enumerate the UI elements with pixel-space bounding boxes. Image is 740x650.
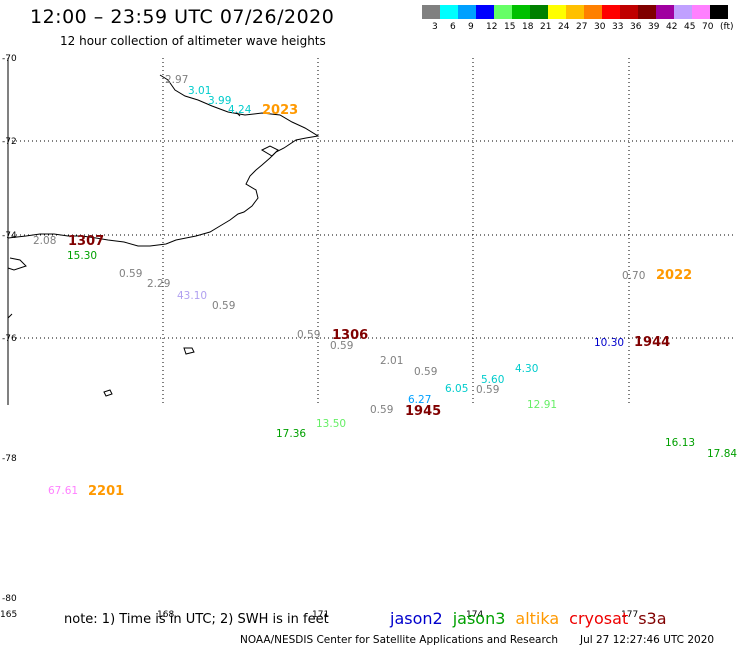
satellite-legend-jason3: jason3 — [452, 609, 506, 628]
scale-label: 18 — [522, 22, 534, 32]
satellite-legend-s3a: s3a — [638, 609, 667, 628]
wave-height-value: 6.27 — [408, 394, 431, 406]
scale-swatch — [674, 5, 692, 19]
latitude-label: -78 — [2, 454, 17, 464]
scale-label: 21 — [540, 22, 552, 32]
latitude-label: -74 — [2, 231, 17, 241]
latitude-label: -76 — [2, 334, 17, 344]
units-note: note: 1) Time is in UTC; 2) SWH is in fe… — [64, 612, 329, 627]
scale-swatch — [476, 5, 494, 19]
map-gridlines — [8, 58, 735, 405]
wave-height-value: 10.30 — [594, 337, 624, 349]
scale-swatch — [548, 5, 566, 19]
wave-height-value: 16.13 — [665, 437, 695, 449]
wave-height-value: 0.59 — [297, 329, 320, 341]
wave-height-value: 12.91 — [527, 399, 557, 411]
wave-height-color-scale — [422, 5, 728, 19]
wave-height-value: 0.59 — [330, 340, 353, 352]
wave-height-value: 13.50 — [316, 418, 346, 430]
satellite-legend-cryosat: cryosat — [569, 609, 629, 628]
wave-height-value: 17.36 — [276, 428, 306, 440]
pass-time-label: 1945 — [405, 404, 441, 419]
scale-label: 70 — [702, 22, 714, 32]
pass-time-label: 1944 — [634, 335, 670, 350]
scale-label: 30 — [594, 22, 606, 32]
latitude-label: -72 — [2, 137, 17, 147]
pass-time-label: 1307 — [68, 234, 104, 249]
wave-height-value: 43.10 — [177, 290, 207, 302]
scale-label: 6 — [450, 22, 456, 32]
scale-label: (ft) — [720, 22, 734, 32]
latitude-labels: -70 -72 -74 -76 -78 -80 — [2, 54, 17, 604]
wave-height-value: 6.05 — [445, 383, 468, 395]
longitude-label: 171 — [312, 610, 329, 620]
map-subtitle: 12 hour collection of altimeter wave hei… — [60, 34, 326, 48]
scale-swatch — [656, 5, 674, 19]
scale-label: 15 — [504, 22, 516, 32]
wave-height-value: 5.60 — [481, 374, 504, 386]
scale-swatch — [602, 5, 620, 19]
wave-height-value: 4.30 — [515, 363, 538, 375]
wave-height-value: 2.29 — [147, 278, 170, 290]
wave-height-value: 3.01 — [188, 85, 211, 97]
pass-time-label: 2023 — [262, 103, 298, 118]
satellite-legend-jason2: jason2 — [390, 609, 443, 628]
scale-label: 9 — [468, 22, 474, 32]
scale-label: 27 — [576, 22, 588, 32]
scale-swatch — [584, 5, 602, 19]
scale-label: 12 — [486, 22, 498, 32]
pass-time-label: 1306 — [332, 328, 368, 343]
pass-time-label: 2201 — [88, 484, 124, 499]
scale-label: 36 — [630, 22, 642, 32]
satellite-legend: jason2 jason3 altika cryosat s3a — [390, 609, 677, 628]
wave-height-value: 0.70 — [622, 270, 645, 282]
scale-label: 45 — [684, 22, 696, 32]
footer-credit: NOAA/NESDIS Center for Satellite Applica… — [240, 634, 558, 646]
wave-height-value: 4.24 — [228, 104, 252, 116]
wave-height-value: 2.01 — [380, 355, 403, 367]
wave-height-value: 0.59 — [212, 300, 235, 312]
wave-height-value: 0.59 — [119, 268, 142, 280]
latitude-label: -80 — [2, 594, 17, 604]
scale-label: 3 — [432, 22, 438, 32]
wave-height-value: 0.59 — [476, 384, 499, 396]
map-title: 12:00 – 23:59 UTC 07/26/2020 — [30, 6, 335, 28]
scale-swatch — [440, 5, 458, 19]
wave-height-value: 0.59 — [370, 404, 393, 416]
scale-swatch — [710, 5, 728, 19]
scale-swatch — [530, 5, 548, 19]
scale-label: 39 — [648, 22, 660, 32]
scale-label: 24 — [558, 22, 570, 32]
scale-swatch — [494, 5, 512, 19]
longitude-label: 177 — [621, 610, 638, 620]
latitude-label: -70 — [2, 54, 17, 64]
wave-height-value: 3.99 — [208, 95, 231, 107]
scale-swatch — [422, 5, 440, 19]
longitude-labels: 165 168 171 174 177 — [0, 610, 638, 620]
wave-height-value: 15.30 — [67, 250, 97, 262]
longitude-label: 174 — [466, 610, 483, 620]
scale-swatch — [692, 5, 710, 19]
wave-height-value: 2.97 — [165, 74, 188, 86]
generated-timestamp: Jul 27 12:27:46 UTC 2020 — [580, 634, 715, 646]
pass-time-label: 2022 — [656, 268, 692, 283]
wave-height-value: 67.61 — [48, 485, 78, 497]
antarctic-coastline — [7, 74, 320, 397]
wave-height-value: 17.84 — [707, 448, 737, 460]
wave-height-value: 0.59 — [414, 366, 437, 378]
satellite-legend-altika: altika — [515, 609, 560, 628]
longitude-label: 165 — [0, 610, 17, 620]
scale-swatch — [566, 5, 584, 19]
scale-label: 33 — [612, 22, 624, 32]
scale-swatch — [620, 5, 638, 19]
longitude-label: 168 — [157, 610, 174, 620]
scale-swatch — [638, 5, 656, 19]
scale-swatch — [512, 5, 530, 19]
scale-swatch — [458, 5, 476, 19]
scale-label: 42 — [666, 22, 678, 32]
wave-height-value: 2.08 — [33, 235, 56, 247]
